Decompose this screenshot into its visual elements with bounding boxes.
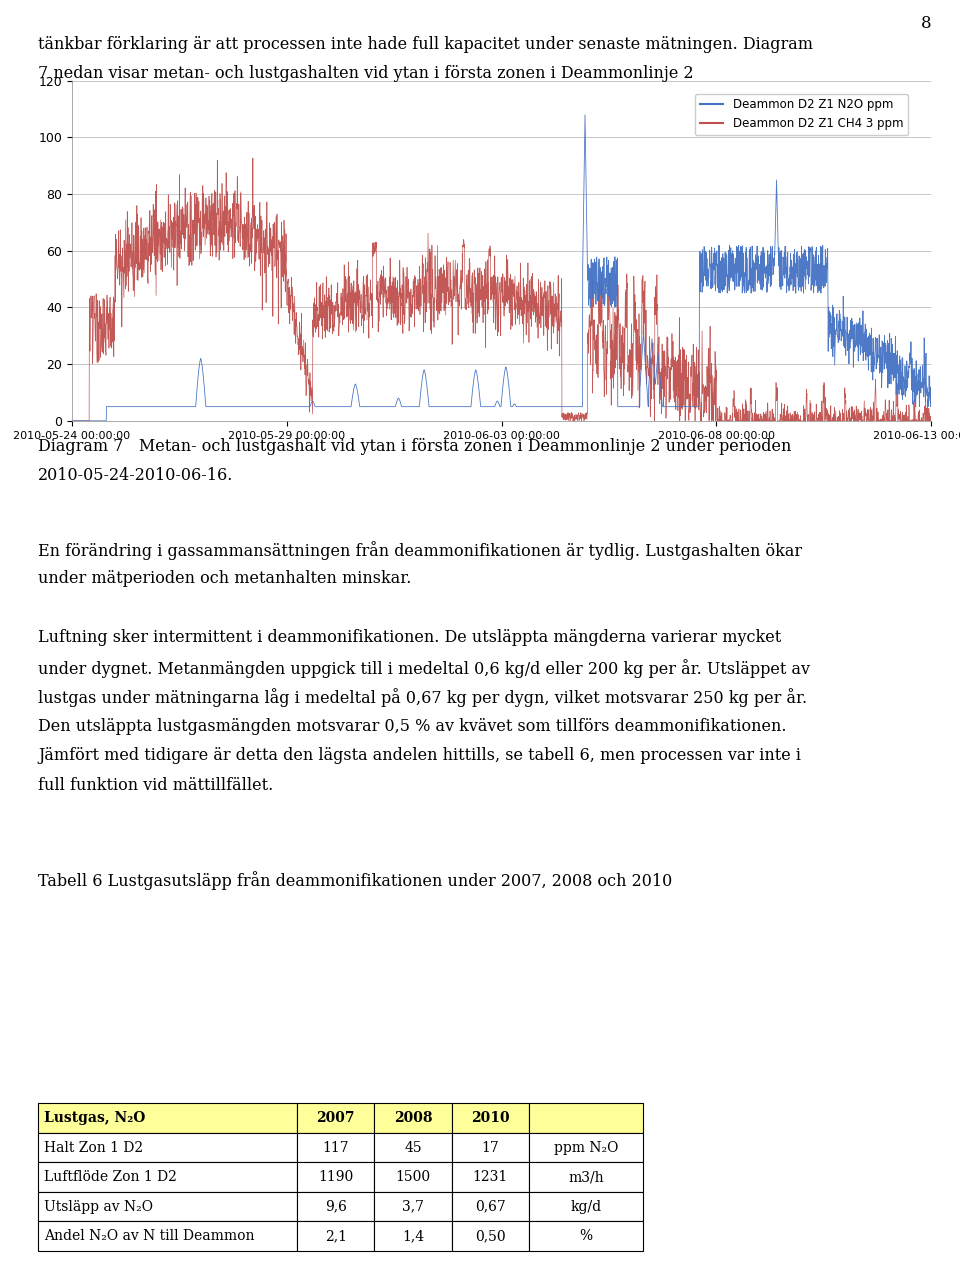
Text: 45: 45 xyxy=(404,1141,421,1155)
Text: m3/h: m3/h xyxy=(568,1170,604,1184)
Text: 1,4: 1,4 xyxy=(402,1229,424,1243)
Bar xyxy=(298,1192,374,1221)
Text: Luftflöde Zon 1 D2: Luftflöde Zon 1 D2 xyxy=(44,1170,177,1184)
Bar xyxy=(374,1192,451,1221)
Text: Diagram 7   Metan- och lustgashalt vid ytan i första zonen i Deammonlinje 2 unde: Diagram 7 Metan- och lustgashalt vid yta… xyxy=(38,438,792,454)
Text: Halt Zon 1 D2: Halt Zon 1 D2 xyxy=(44,1141,143,1155)
Bar xyxy=(298,1133,374,1162)
Text: 0,50: 0,50 xyxy=(475,1229,506,1243)
Text: full funktion vid mättillfället.: full funktion vid mättillfället. xyxy=(38,776,274,794)
Text: 9,6: 9,6 xyxy=(324,1200,347,1214)
Text: kg/d: kg/d xyxy=(570,1200,602,1214)
Text: ppm N₂O: ppm N₂O xyxy=(554,1141,618,1155)
Text: under dygnet. Metanmängden uppgick till i medeltal 0,6 kg/d eller 200 kg per år.: under dygnet. Metanmängden uppgick till … xyxy=(38,659,810,677)
Text: Utsläpp av N₂O: Utsläpp av N₂O xyxy=(44,1200,153,1214)
Text: 117: 117 xyxy=(323,1141,349,1155)
Text: 17: 17 xyxy=(482,1141,499,1155)
Text: Den utsläppta lustgasmängden motsvarar 0,5 % av kvävet som tillförs deammonifika: Den utsläppta lustgasmängden motsvarar 0… xyxy=(38,717,787,735)
Text: Tabell 6 Lustgasutsläpp från deammonifikationen under 2007, 2008 och 2010: Tabell 6 Lustgasutsläpp från deammonifik… xyxy=(38,871,673,890)
Bar xyxy=(38,1192,298,1221)
Bar xyxy=(298,1103,374,1133)
Bar xyxy=(38,1103,298,1133)
Text: lustgas under mätningarna låg i medeltal på 0,67 kg per dygn, vilket motsvarar 2: lustgas under mätningarna låg i medeltal… xyxy=(38,688,807,707)
Bar xyxy=(374,1162,451,1192)
Bar xyxy=(529,1162,643,1192)
Bar xyxy=(298,1162,374,1192)
Bar xyxy=(529,1192,643,1221)
Bar xyxy=(374,1103,451,1133)
Text: 1231: 1231 xyxy=(472,1170,508,1184)
Text: Andel N₂O av N till Deammon: Andel N₂O av N till Deammon xyxy=(44,1229,254,1243)
Text: Jämfört med tidigare är detta den lägsta andelen hittills, se tabell 6, men proc: Jämfört med tidigare är detta den lägsta… xyxy=(38,747,802,765)
Bar xyxy=(374,1133,451,1162)
Bar xyxy=(529,1221,643,1251)
Bar xyxy=(451,1221,529,1251)
Bar xyxy=(451,1162,529,1192)
Bar xyxy=(38,1221,298,1251)
Text: 2010: 2010 xyxy=(471,1111,510,1125)
Text: 1190: 1190 xyxy=(318,1170,353,1184)
Text: 1500: 1500 xyxy=(396,1170,431,1184)
Bar xyxy=(374,1221,451,1251)
Text: 2,1: 2,1 xyxy=(324,1229,347,1243)
Bar xyxy=(38,1133,298,1162)
Bar xyxy=(529,1103,643,1133)
Text: tänkbar förklaring är att processen inte hade full kapacitet under senaste mätni: tänkbar förklaring är att processen inte… xyxy=(38,36,813,53)
Text: 2010-05-24-2010-06-16.: 2010-05-24-2010-06-16. xyxy=(38,467,234,484)
Legend: Deammon D2 Z1 N2O ppm, Deammon D2 Z1 CH4 3 ppm: Deammon D2 Z1 N2O ppm, Deammon D2 Z1 CH4… xyxy=(695,94,908,135)
Text: 7 nedan visar metan- och lustgashalten vid ytan i första zonen i Deammonlinje 2: 7 nedan visar metan- och lustgashalten v… xyxy=(38,65,694,82)
Bar xyxy=(451,1133,529,1162)
Bar xyxy=(298,1221,374,1251)
Text: 3,7: 3,7 xyxy=(402,1200,424,1214)
Bar xyxy=(451,1103,529,1133)
Bar xyxy=(529,1133,643,1162)
Text: En förändring i gassammansättningen från deammonifikationen är tydlig. Lustgasha: En förändring i gassammansättningen från… xyxy=(38,541,803,559)
Text: Luftning sker intermittent i deammonifikationen. De utsläppta mängderna varierar: Luftning sker intermittent i deammonifik… xyxy=(38,629,781,647)
Text: %: % xyxy=(580,1229,592,1243)
Text: under mätperioden och metanhalten minskar.: under mätperioden och metanhalten minska… xyxy=(38,570,412,588)
Text: 2007: 2007 xyxy=(317,1111,355,1125)
Bar xyxy=(38,1162,298,1192)
Text: 0,67: 0,67 xyxy=(475,1200,506,1214)
Bar xyxy=(451,1192,529,1221)
Text: 8: 8 xyxy=(921,15,931,32)
Text: Lustgas, N₂O: Lustgas, N₂O xyxy=(44,1111,145,1125)
Text: 2008: 2008 xyxy=(394,1111,432,1125)
